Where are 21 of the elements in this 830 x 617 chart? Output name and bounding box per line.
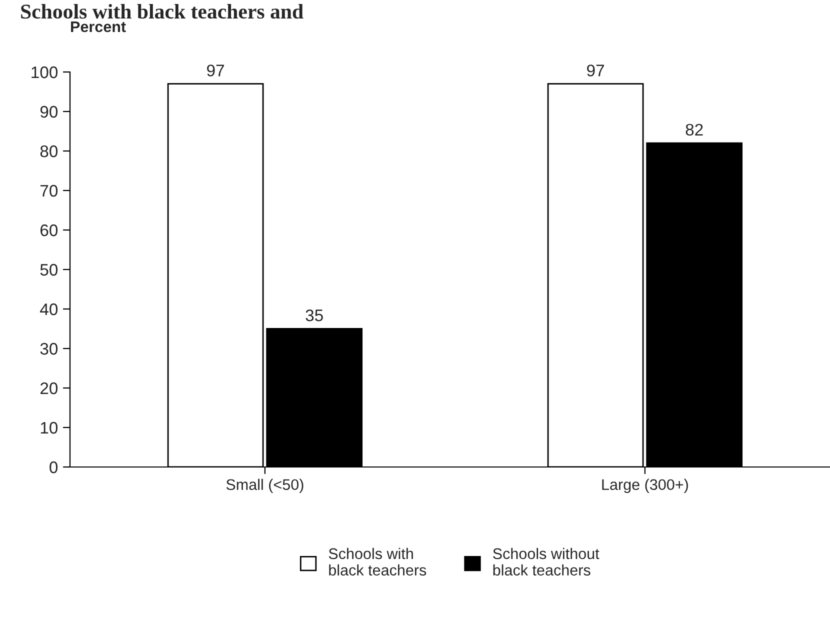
y-tick-label: 0 (50, 461, 58, 474)
chart-title: Schools with black teachers and (21, 4, 304, 19)
legend-label: Schools with black teachers (328, 548, 426, 576)
y-tick-label: 80 (40, 145, 58, 158)
y-tick-label: 30 (40, 342, 58, 355)
y-tick-label: 70 (40, 184, 58, 197)
data-label: 97 (207, 64, 224, 76)
y-tick-label: 100 (32, 66, 58, 78)
y-tick-label: 50 (40, 264, 58, 276)
x-tick-label: Large (300+) (602, 478, 688, 494)
y-tick-label: 40 (40, 303, 58, 316)
legend-label: Schools without black teachers (493, 548, 600, 576)
y-tick-label: 90 (40, 106, 58, 118)
y-tick-label: 10 (40, 422, 58, 434)
data-label: 82 (686, 124, 703, 136)
data-label: 35 (306, 309, 323, 322)
data-label: 97 (587, 64, 604, 76)
y-tick-label: 60 (40, 224, 58, 236)
x-tick-label: Small (<50) (226, 478, 304, 494)
y-tick-label: 20 (40, 382, 58, 394)
y-axis-title: Percent (71, 21, 126, 32)
